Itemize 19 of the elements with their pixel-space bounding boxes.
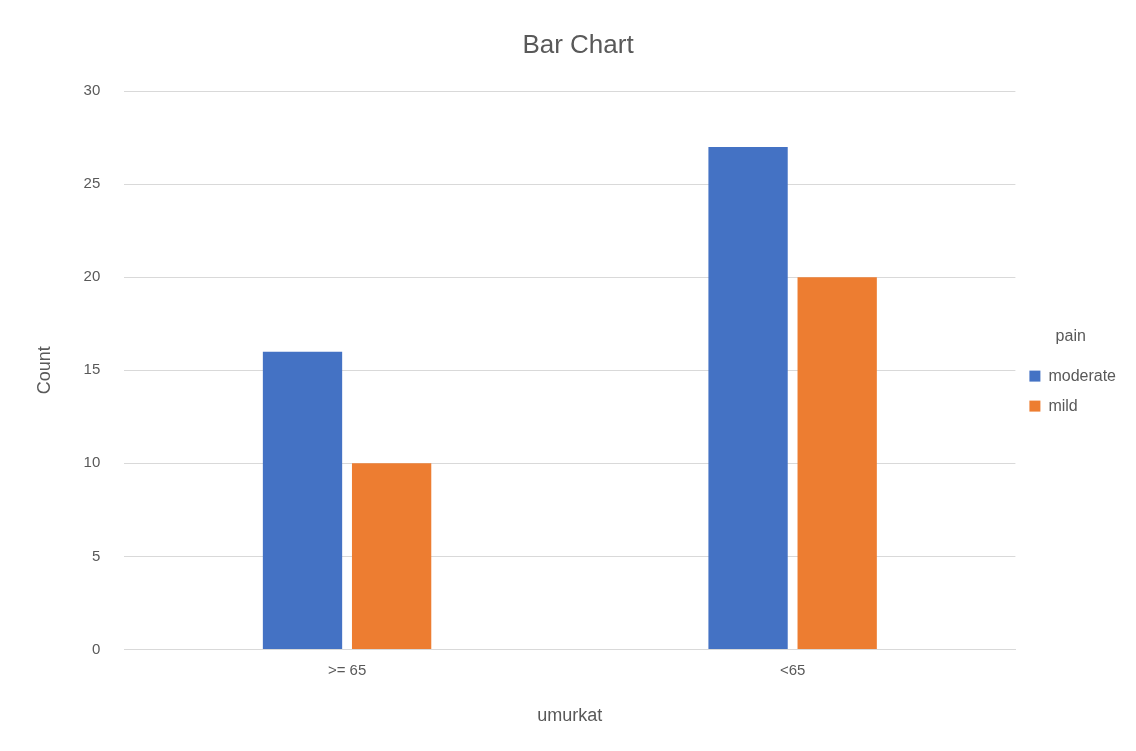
legend-label: moderate bbox=[1048, 366, 1117, 384]
x-tick-label: <65 bbox=[779, 660, 806, 678]
bar bbox=[708, 147, 788, 649]
y-tick-label: 20 bbox=[83, 267, 101, 285]
chart-title: Bar Chart bbox=[522, 28, 635, 59]
legend-label: mild bbox=[1048, 396, 1078, 414]
y-tick-label: 25 bbox=[83, 174, 101, 192]
y-tick-label: 5 bbox=[91, 546, 101, 564]
y-tick-label: 0 bbox=[91, 639, 101, 657]
legend-title: pain bbox=[1055, 327, 1086, 345]
y-axis-title: Count bbox=[33, 346, 54, 395]
x-tick-label: >= 65 bbox=[327, 660, 367, 678]
bar bbox=[351, 463, 432, 649]
y-tick-label: 30 bbox=[83, 81, 101, 99]
y-tick-label: 10 bbox=[83, 453, 101, 471]
y-tick-label: 15 bbox=[83, 360, 101, 378]
bar bbox=[797, 277, 877, 649]
x-axis-title: umurkat bbox=[537, 705, 603, 726]
bar bbox=[262, 351, 343, 649]
